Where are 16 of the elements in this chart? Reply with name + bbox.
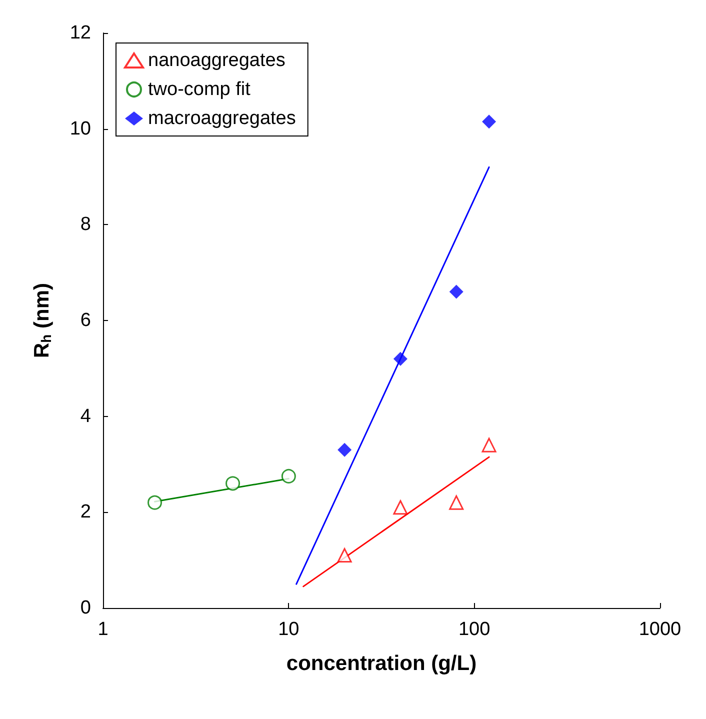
y-tick-label: 8 <box>80 214 91 236</box>
y-tick-label: 10 <box>70 118 91 140</box>
x-tick-label: 1 <box>98 619 108 640</box>
y-tick-label: 6 <box>80 310 91 331</box>
x-tick-label: 10 <box>278 619 300 640</box>
legend-label: nanoaggregates <box>148 50 286 71</box>
y-tick-label: 12 <box>70 22 91 44</box>
legend-label: macroaggregates <box>148 108 296 129</box>
legend-label: two-comp fit <box>148 79 252 100</box>
y-tick-label: 0 <box>80 598 91 618</box>
x-tick-label: 1000 <box>638 619 682 640</box>
y-axis-title: Rh (nm) <box>30 282 54 358</box>
y-tick-label: 4 <box>80 406 92 427</box>
y-tick-label: 2 <box>80 502 91 523</box>
x-axis-title: concentration (g/L) <box>286 652 477 675</box>
x-tick-label: 100 <box>458 619 490 640</box>
